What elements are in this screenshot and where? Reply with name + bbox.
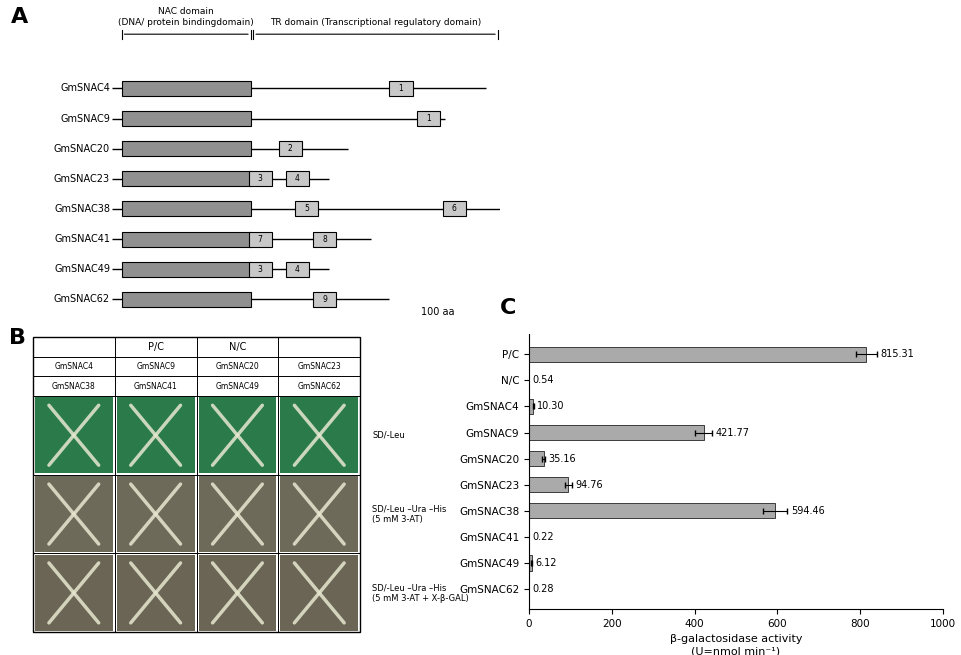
Bar xyxy=(121,261,251,276)
Text: 4: 4 xyxy=(294,174,299,183)
Text: 7: 7 xyxy=(258,234,262,244)
Text: 594.46: 594.46 xyxy=(790,506,824,515)
Text: 2: 2 xyxy=(287,144,292,153)
Text: GmSNAC62: GmSNAC62 xyxy=(54,294,110,305)
Text: 421.77: 421.77 xyxy=(714,428,749,438)
Bar xyxy=(121,231,251,246)
Bar xyxy=(248,261,271,276)
Text: 0.54: 0.54 xyxy=(532,375,554,385)
Text: A: A xyxy=(11,7,28,27)
Text: 10.30: 10.30 xyxy=(537,402,564,411)
Text: 1: 1 xyxy=(426,114,431,123)
Bar xyxy=(529,424,702,440)
Bar xyxy=(198,476,276,552)
Text: 6.12: 6.12 xyxy=(534,558,556,568)
Bar xyxy=(313,231,336,246)
Bar xyxy=(529,503,775,519)
Bar xyxy=(116,476,194,552)
Text: C: C xyxy=(500,297,516,318)
Bar xyxy=(198,398,276,473)
Bar xyxy=(280,555,357,631)
Bar xyxy=(279,141,302,156)
Bar xyxy=(116,555,194,631)
Text: GmSNAC23: GmSNAC23 xyxy=(54,174,110,184)
Text: 3: 3 xyxy=(258,174,262,183)
Text: GmSNAC49: GmSNAC49 xyxy=(54,264,110,274)
Bar xyxy=(313,291,336,307)
Bar xyxy=(442,202,465,216)
Bar xyxy=(529,555,531,571)
Text: GmSNAC41: GmSNAC41 xyxy=(54,234,110,244)
Text: GmSNAC62: GmSNAC62 xyxy=(297,381,341,390)
Bar xyxy=(121,291,251,307)
Bar xyxy=(248,231,271,246)
Text: TR domain (Transcriptional regulatory domain): TR domain (Transcriptional regulatory do… xyxy=(270,18,480,27)
Text: 6: 6 xyxy=(451,204,456,214)
Bar xyxy=(529,399,532,415)
Text: 35.16: 35.16 xyxy=(548,453,576,464)
Text: 1: 1 xyxy=(398,84,403,93)
Bar xyxy=(198,555,276,631)
Bar xyxy=(280,476,357,552)
Text: GmSNAC23: GmSNAC23 xyxy=(297,362,341,371)
Bar xyxy=(529,477,568,493)
Text: 8: 8 xyxy=(322,234,327,244)
Bar xyxy=(280,398,357,473)
Bar xyxy=(294,202,317,216)
Text: SD/-Leu –Ura –His
(5 mM 3-AT): SD/-Leu –Ura –His (5 mM 3-AT) xyxy=(372,504,446,524)
Text: 3: 3 xyxy=(258,265,262,274)
Bar xyxy=(35,555,112,631)
Bar xyxy=(35,476,112,552)
Text: 815.31: 815.31 xyxy=(879,349,913,360)
Text: SD/-Leu –Ura –His
(5 mM 3-AT + X-β-GAL): SD/-Leu –Ura –His (5 mM 3-AT + X-β-GAL) xyxy=(372,583,469,603)
Bar xyxy=(35,398,112,473)
Text: NAC domain
(DNA/ protein bindingdomain): NAC domain (DNA/ protein bindingdomain) xyxy=(118,7,254,27)
Bar xyxy=(116,398,194,473)
Text: GmSNAC9: GmSNAC9 xyxy=(136,362,175,371)
Bar xyxy=(121,171,251,186)
Bar xyxy=(121,81,251,96)
Text: GmSNAC38: GmSNAC38 xyxy=(52,381,95,390)
Text: GmSNAC38: GmSNAC38 xyxy=(54,204,110,214)
Text: SD/-Leu: SD/-Leu xyxy=(372,431,405,440)
Text: 5: 5 xyxy=(304,204,308,214)
Text: GmSNAC9: GmSNAC9 xyxy=(61,113,110,124)
Text: 94.76: 94.76 xyxy=(575,479,602,490)
Bar xyxy=(121,141,251,156)
Text: 9: 9 xyxy=(322,295,327,304)
Bar xyxy=(285,171,308,186)
Bar xyxy=(529,346,866,362)
Bar xyxy=(121,111,251,126)
Bar xyxy=(121,202,251,216)
Bar xyxy=(529,451,543,466)
Bar xyxy=(389,81,412,96)
Text: 0.22: 0.22 xyxy=(532,532,554,542)
Text: GmSNAC4: GmSNAC4 xyxy=(54,362,93,371)
Text: GmSNAC20: GmSNAC20 xyxy=(54,143,110,154)
Bar xyxy=(248,171,271,186)
Bar xyxy=(417,111,440,126)
Text: 4: 4 xyxy=(294,265,299,274)
Text: N/C: N/C xyxy=(229,342,246,352)
Text: 0.28: 0.28 xyxy=(532,584,554,594)
X-axis label: β-galactosidase activity
(U=nmol min⁻¹): β-galactosidase activity (U=nmol min⁻¹) xyxy=(669,635,801,655)
Text: 100 aa: 100 aa xyxy=(421,307,455,318)
Text: GmSNAC49: GmSNAC49 xyxy=(215,381,259,390)
Text: GmSNAC41: GmSNAC41 xyxy=(134,381,178,390)
Text: GmSNAC20: GmSNAC20 xyxy=(215,362,259,371)
Bar xyxy=(285,261,308,276)
Text: B: B xyxy=(9,328,26,348)
Text: P/C: P/C xyxy=(147,342,163,352)
Text: GmSNAC4: GmSNAC4 xyxy=(61,83,110,94)
Bar xyxy=(33,337,359,632)
